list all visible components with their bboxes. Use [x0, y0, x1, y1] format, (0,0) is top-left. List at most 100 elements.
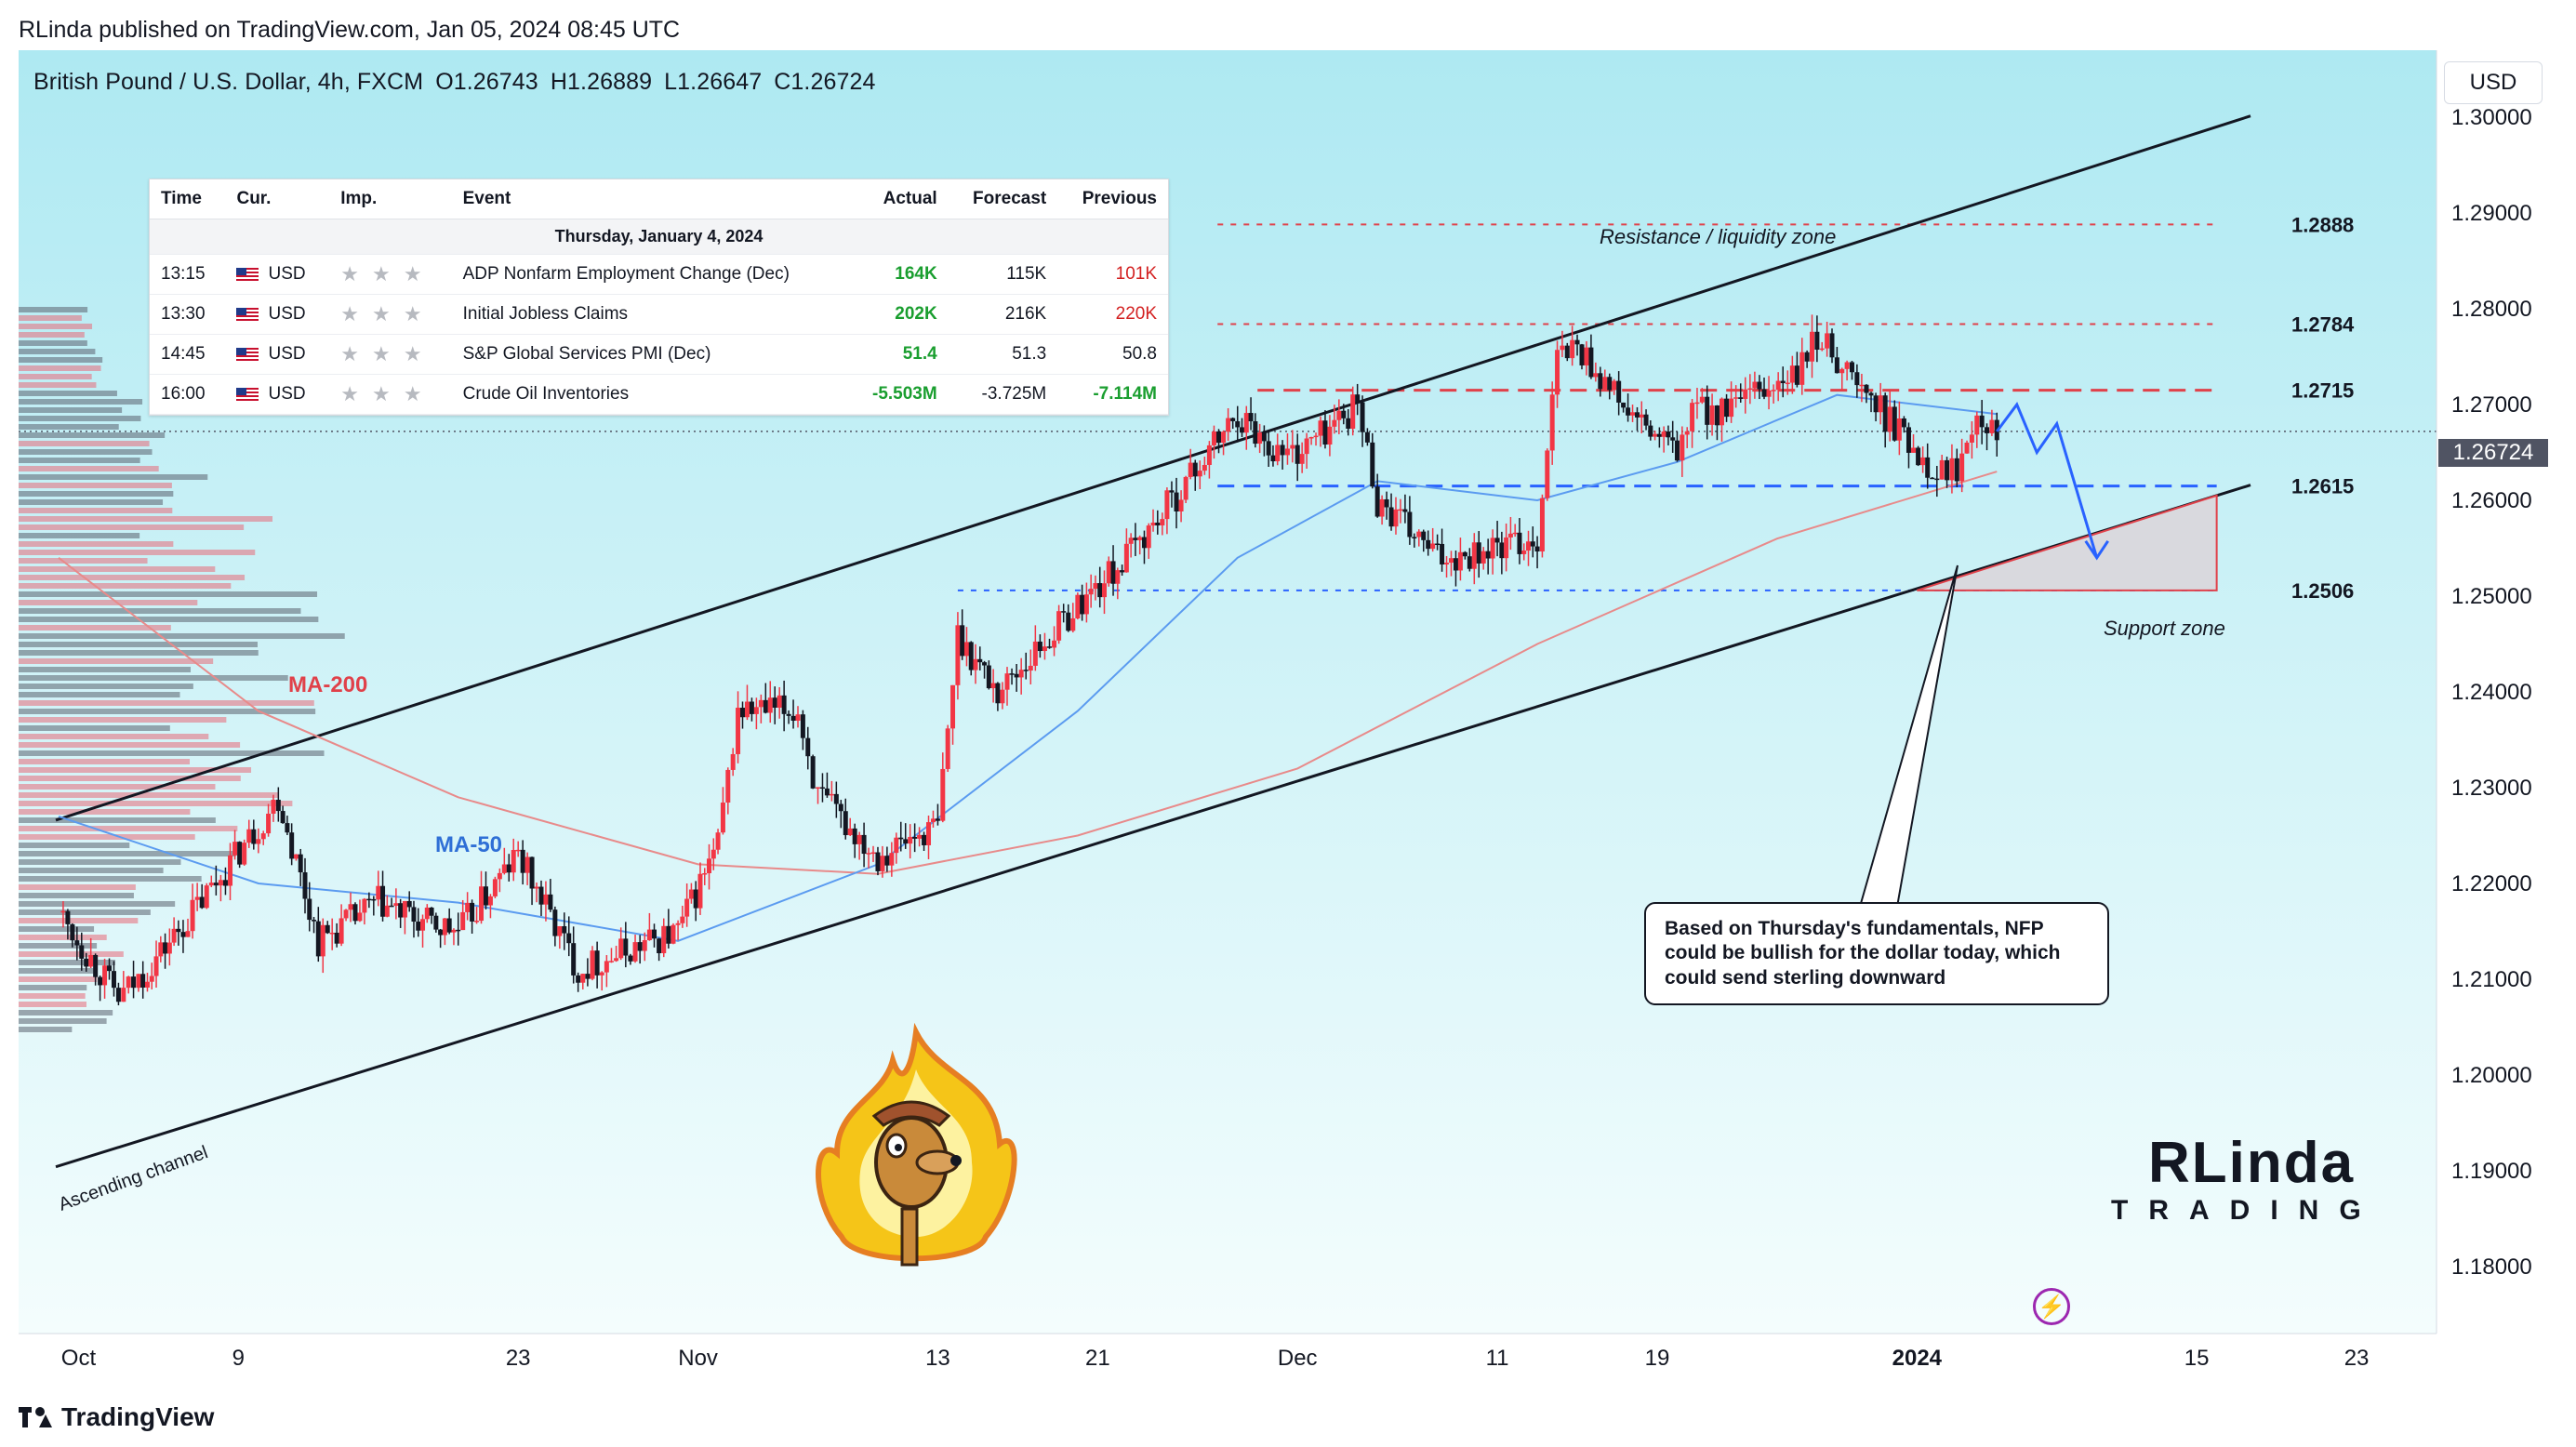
candle — [963, 627, 969, 667]
candle-body — [1364, 431, 1370, 443]
support-zone-box — [1917, 494, 2218, 591]
candle-body — [131, 976, 137, 989]
candle — [1834, 347, 1839, 374]
candle — [753, 697, 759, 730]
candle — [1370, 432, 1375, 489]
candle-body — [1925, 457, 1931, 478]
candle-body — [1570, 339, 1575, 359]
candle-body — [1235, 420, 1241, 428]
candle — [474, 907, 480, 924]
candle-body — [1598, 373, 1603, 390]
candle-body — [237, 842, 243, 865]
candle-body — [1834, 357, 1839, 374]
candle-body — [307, 898, 312, 921]
candle — [847, 817, 853, 837]
candle-body — [753, 707, 759, 714]
candle-body — [1549, 394, 1555, 451]
candle — [1920, 446, 1926, 473]
this-is-fine-dog-icon — [800, 1022, 1032, 1274]
candle-body — [1574, 339, 1580, 345]
candle-body — [1155, 522, 1161, 525]
candle — [875, 846, 881, 876]
candle — [1507, 516, 1513, 551]
volume-profile-bar — [19, 909, 151, 915]
volume-profile-bar — [19, 416, 141, 421]
candle — [1240, 418, 1245, 437]
candle-body — [852, 828, 857, 844]
volume-profile-bar — [19, 926, 95, 932]
candle-body — [389, 905, 394, 908]
candle — [1661, 426, 1666, 453]
calendar-cell-currency: USD — [225, 294, 330, 335]
candle — [362, 897, 367, 925]
candle-body — [986, 665, 991, 689]
candle — [1004, 667, 1010, 706]
candle-body — [180, 932, 186, 937]
candle — [1916, 445, 1921, 467]
candle-body — [1680, 434, 1685, 461]
candle-body — [963, 642, 969, 657]
candle — [1093, 575, 1098, 601]
candle-body — [1785, 382, 1790, 385]
candle — [922, 831, 927, 852]
candle — [1934, 465, 1940, 498]
candle — [898, 821, 904, 852]
candle-body — [1174, 492, 1179, 511]
candle-body — [1775, 380, 1781, 391]
candle-body — [339, 918, 344, 944]
candle-body — [1032, 641, 1038, 666]
candle — [153, 940, 159, 989]
candle-body — [608, 961, 614, 962]
volume-profile-bar — [19, 633, 345, 639]
candle-body — [1512, 532, 1518, 535]
candle-body — [474, 921, 480, 923]
candle — [1174, 477, 1179, 529]
candle — [1901, 416, 1906, 433]
candle-body — [1752, 381, 1758, 389]
note-callout-pointer — [1859, 564, 1959, 908]
tradingview-footer[interactable]: TradingView — [19, 1402, 214, 1432]
candle-body — [1379, 498, 1385, 517]
candle-body — [429, 907, 434, 916]
candle-body — [950, 684, 956, 729]
candle-body — [1593, 373, 1599, 378]
candle-body — [1295, 445, 1300, 464]
calendar-cell-currency: USD — [225, 334, 330, 375]
candle — [242, 839, 247, 866]
candle-body — [995, 683, 1001, 704]
candle — [251, 819, 257, 850]
candle — [604, 955, 609, 988]
volume-profile-bar — [19, 776, 241, 781]
ma200-label: MA-200 — [288, 672, 367, 697]
candle-body — [1211, 431, 1216, 445]
lightning-icon[interactable]: ⚡ — [2033, 1288, 2070, 1325]
candle — [903, 823, 909, 849]
candle — [1598, 366, 1603, 397]
candle-body — [1954, 458, 1959, 482]
candle — [208, 875, 214, 888]
candle-body — [1280, 445, 1285, 456]
candle-body — [884, 856, 890, 866]
candle-body — [1517, 532, 1522, 554]
candle-body — [1705, 396, 1710, 425]
y-tick-label: 1.25000 — [2451, 584, 2532, 609]
candle — [1364, 428, 1370, 446]
candle-body — [102, 965, 108, 986]
volume-profile-bar — [19, 658, 214, 664]
candle-body — [424, 907, 430, 920]
candle-body — [190, 899, 195, 932]
candle — [65, 909, 71, 940]
candle-body — [632, 942, 638, 962]
currency-button[interactable]: USD — [2444, 61, 2543, 104]
candle — [492, 876, 498, 898]
col-event: Event — [451, 179, 849, 219]
candle-body — [604, 961, 609, 973]
candle-body — [800, 714, 805, 738]
candle — [1332, 405, 1337, 434]
candle — [1630, 405, 1636, 422]
volume-profile-bar — [19, 834, 195, 840]
x-tick-label: 2024 — [1892, 1346, 1943, 1371]
candle-body — [744, 701, 750, 718]
candle-body — [470, 902, 475, 922]
candle — [1829, 328, 1835, 364]
